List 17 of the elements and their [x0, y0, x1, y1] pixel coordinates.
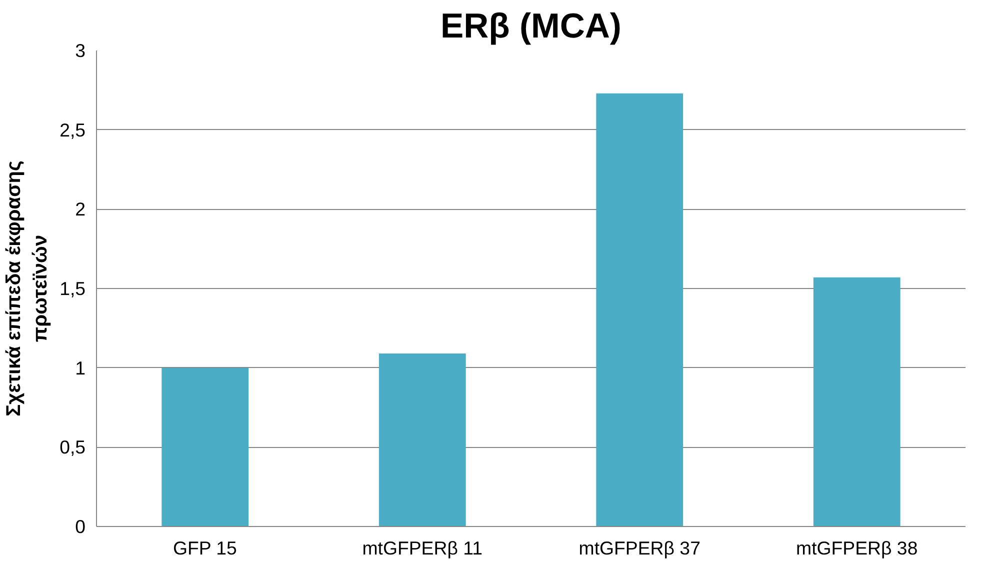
y-tick-label: 1	[75, 357, 86, 378]
bar	[596, 93, 684, 526]
y-tick-label: 2,5	[60, 119, 86, 140]
y-tick-label: 3	[75, 40, 86, 61]
y-axis-title: Σχετικά επίπεδα έκφρασης πρωτεϊνών	[3, 160, 52, 416]
y-tick-label: 0,5	[60, 436, 86, 458]
x-tick-label: mtGFPERβ 38	[796, 538, 918, 558]
bar	[378, 354, 466, 526]
chart-title: ERβ (MCA)	[440, 8, 622, 46]
y-tick-label: 1,5	[60, 278, 86, 299]
x-tick-label: mtGFPERβ 37	[578, 538, 700, 558]
y-tick-label: 0	[75, 516, 86, 537]
bar	[813, 277, 900, 526]
y-tick-label: 2	[75, 198, 86, 220]
x-tick-label: mtGFPERβ 11	[362, 538, 483, 558]
bar	[162, 368, 249, 526]
x-tick-label: GFP 15	[172, 538, 237, 558]
